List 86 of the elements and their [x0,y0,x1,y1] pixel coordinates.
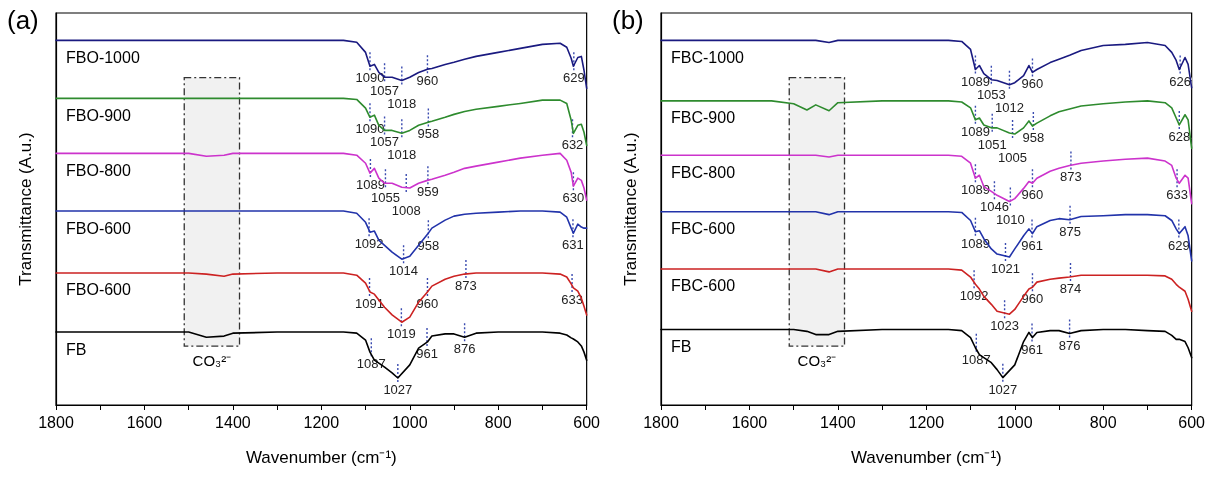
annotation: 1027 [383,382,413,398]
band-label: CO₃²⁻ [192,351,232,369]
x-axis-title: Wavenumber (cm⁻¹) [850,448,1002,467]
x-axis-title: Wavenumber (cm⁻¹) [245,448,397,467]
chart-title: (b) [611,5,644,35]
annotation: 960 [416,295,439,311]
x-tick-label: 800 [484,413,512,431]
annotation: 958 [417,126,440,142]
y-axis-title: Transmittance (A.u.) [16,132,35,286]
series-label: FBC-1000 [670,48,744,66]
annotation: 1046 [979,199,1009,215]
annotation: 1010 [995,212,1025,228]
annotation: 876 [453,341,476,357]
x-tick-label: 1800 [38,413,74,431]
x-tick-label: 1600 [126,413,163,431]
annotation: 960 [416,73,439,89]
annotation: 961 [1020,341,1043,357]
x-tick-label: 800 [1089,413,1117,431]
annotation: 958 [1021,130,1044,146]
annotation: 873 [1059,169,1082,185]
annotation: 1008 [391,203,421,219]
annotation: 1019 [386,326,416,342]
x-tick-label: 1000 [996,413,1033,431]
annotation: 1089 [960,123,990,139]
annotation: 873 [455,278,477,294]
annotation: 961 [416,345,438,361]
x-tick-label: 1200 [908,413,944,431]
annotation: 1014 [389,263,419,279]
annotation: 874 [1059,281,1081,297]
annotation: 1005 [997,149,1027,165]
series-label: FBO-600 [66,281,132,299]
band-label: CO₃²⁻ [797,351,836,369]
annotation: 1018 [387,96,417,112]
annotation: 960 [1021,76,1043,92]
annotation: 629 [562,70,585,86]
annotation: 1087 [961,351,991,367]
annotation: 1012 [994,99,1024,115]
annotation: 1053 [976,86,1006,102]
annotation: 1092 [354,236,384,252]
annotation: 1027 [987,381,1017,397]
series-label: FBC-600 [670,220,735,238]
series-label: FBC-800 [670,163,735,181]
annotation: 1090 [355,70,385,86]
annotation: 1089 [355,177,385,193]
series-label: FBO-900 [66,106,132,124]
annotation: 1057 [370,134,400,150]
series-label: FB [670,338,691,356]
x-tick-label: 600 [1177,413,1205,431]
annotation: 1023 [989,318,1019,334]
y-axis-title: Transmittance (A.u.) [620,132,640,286]
annotation: 876 [1058,337,1080,353]
series-label: FB [66,340,87,358]
annotation: 628 [1167,128,1190,144]
x-tick-label: 1200 [303,413,340,431]
annotation: 958 [417,238,440,254]
annotation: 1089 [960,73,990,89]
x-tick-label: 1600 [731,413,767,431]
chart-title: (a) [7,5,39,35]
annotation: 959 [417,184,439,200]
annotation: 875 [1058,223,1081,239]
series-label: FBC-600 [670,277,735,295]
series-label: FBC-900 [670,109,735,127]
annotation: 1090 [355,121,385,137]
annotation: 1051 [977,136,1007,152]
annotation: 1057 [370,83,400,99]
annotation: 960 [1021,291,1043,307]
annotation: 632 [561,137,584,153]
series-label: FBO-1000 [66,48,140,66]
x-tick-label: 1000 [391,413,428,431]
annotation: 1055 [370,190,400,206]
annotation: 961 [1020,237,1043,253]
x-tick-label: 1400 [215,413,251,431]
annotation: 1018 [387,147,417,163]
x-tick-label: 600 [573,413,601,431]
x-tick-label: 1400 [819,413,856,431]
series-label: FBO-600 [66,219,132,237]
annotation: 1089 [960,182,990,198]
x-tick-label: 1800 [642,413,679,431]
annotation: 1021 [990,260,1020,276]
annotation: 633 [561,291,583,307]
annotation: 631 [562,237,584,253]
annotation: 630 [562,190,585,206]
annotation: 633 [1165,187,1188,203]
series-label: FBO-800 [66,161,132,179]
annotation: 629 [1167,237,1190,253]
annotation: 960 [1021,187,1043,203]
